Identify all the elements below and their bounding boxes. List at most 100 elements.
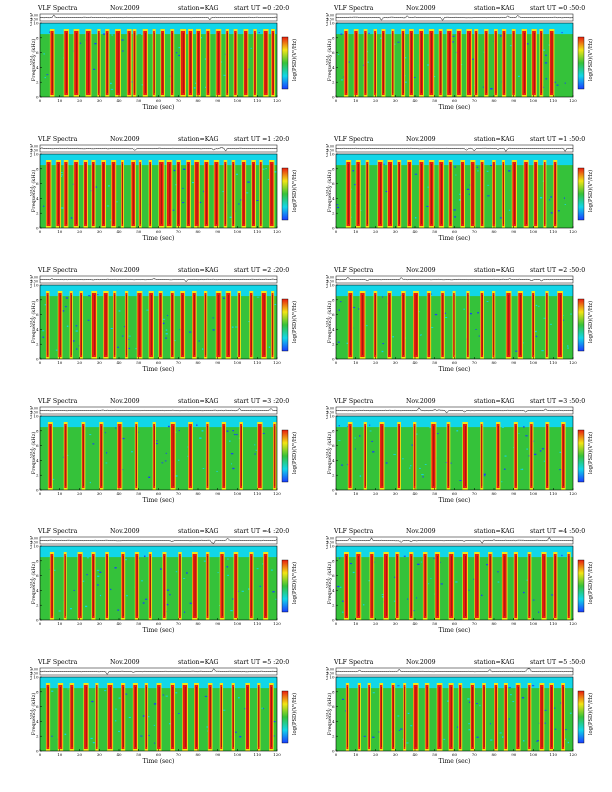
noise-speckle: [273, 735, 275, 737]
noise-speckle: [567, 347, 569, 349]
noise-speckle: [543, 317, 546, 319]
frequency-tick-label: 0: [36, 749, 39, 754]
noise-speckle: [397, 685, 400, 687]
sferic-burst-core: [133, 164, 134, 224]
time-tick-label: 70: [472, 229, 478, 234]
time-tick-label: 60: [452, 360, 458, 365]
sferic-burst-core: [431, 33, 432, 93]
noise-speckle: [430, 578, 432, 579]
noise-speckle: [407, 598, 409, 600]
noise-speckle: [118, 697, 121, 699]
time-tick-label: 80: [195, 752, 201, 757]
noise-speckle: [489, 723, 491, 725]
sferic-burst: [356, 162, 360, 226]
time-tick-label: 70: [176, 621, 182, 626]
noise-speckle: [430, 293, 433, 295]
noise-speckle: [110, 219, 112, 221]
noise-speckle: [427, 186, 429, 188]
channel-axis-label: ch1: [30, 709, 34, 719]
frequency-tick-label: 4: [332, 327, 335, 332]
time-tick-label: 10: [353, 491, 359, 496]
noise-speckle: [554, 728, 557, 730]
sferic-burst: [482, 685, 485, 749]
sferic-burst-core: [172, 33, 173, 93]
noise-speckle: [118, 310, 121, 312]
sferic-burst-core: [498, 426, 499, 486]
noise-speckle: [337, 206, 340, 209]
noise-speckle: [256, 200, 259, 201]
sferic-burst-core: [263, 295, 265, 355]
noise-speckle: [223, 297, 225, 299]
sferic-burst-core: [145, 33, 146, 93]
panel-start-time: start UT =1 :50:0: [530, 136, 586, 143]
noise-speckle: [477, 312, 480, 314]
noise-speckle: [254, 444, 256, 446]
sferic-burst-core: [546, 295, 548, 355]
sferic-burst-core: [345, 33, 347, 93]
noise-speckle: [275, 293, 277, 296]
colorbar-label: log(PSD)(V²/Hz): [587, 562, 594, 604]
time-tick-label: 100: [530, 621, 538, 626]
noise-speckle: [397, 715, 400, 717]
noise-speckle: [255, 449, 257, 451]
sferic-burst-core: [453, 295, 455, 355]
noise-speckle: [267, 178, 270, 180]
noise-speckle: [256, 568, 259, 570]
sferic-burst-core: [272, 295, 274, 355]
frequency-tick-label: 6: [332, 312, 335, 317]
frequency-tick-label: 10: [329, 414, 335, 419]
panel-start-time: start UT =3 :20:0: [234, 398, 290, 405]
sferic-burst-core: [529, 687, 530, 747]
upper-frequency-band: [40, 285, 277, 297]
sferic-burst-core: [254, 33, 256, 93]
sferic-burst-core: [451, 556, 452, 616]
sferic-burst-core: [390, 164, 391, 224]
frequency-tick-label: 4: [36, 196, 39, 201]
time-tick-label: 100: [234, 491, 242, 496]
sferic-burst-core: [235, 556, 237, 616]
noise-speckle: [235, 434, 238, 436]
panel-station: station=KAG: [178, 398, 219, 405]
noise-speckle: [561, 554, 563, 557]
noise-speckle: [206, 726, 209, 728]
sferic-burst-core: [106, 556, 108, 616]
time-tick-label: 40: [412, 621, 418, 626]
noise-speckle: [124, 558, 127, 561]
noise-speckle: [490, 739, 493, 741]
sferic-burst-core: [59, 295, 61, 355]
time-tick-label: 100: [530, 98, 538, 103]
noise-speckle: [397, 41, 400, 43]
noise-speckle: [259, 585, 262, 587]
noise-speckle: [175, 52, 178, 54]
frequency-tick-label: 6: [36, 443, 39, 448]
sferic-burst: [409, 554, 413, 618]
colorbar: [281, 298, 289, 352]
time-tick-label: 120: [569, 621, 577, 626]
sferic-burst: [234, 31, 237, 95]
time-tick-label: 90: [215, 229, 221, 234]
frequency-tick-label: 6: [332, 181, 335, 186]
spectrogram-panel: VLF Spectra Nov.2009 station=KAG start UT =…: [326, 398, 606, 523]
noise-speckle: [114, 567, 117, 569]
noise-speckle: [77, 425, 79, 427]
sferic-burst-core: [526, 164, 527, 224]
frequency-tick-label: 6: [36, 312, 39, 317]
panel-start-time: start UT =4 :20:0: [234, 528, 290, 535]
noise-speckle: [538, 611, 540, 613]
noise-speckle: [479, 704, 481, 707]
sferic-burst-core: [136, 426, 137, 486]
colorbar-label: log(PSD)(V²/Hz): [291, 693, 298, 735]
noise-speckle: [75, 330, 78, 332]
colorbar: [577, 690, 585, 744]
noise-speckle: [143, 555, 146, 557]
frequency-axis-label: Frequency (kHz): [30, 432, 37, 475]
waveform-axis-label: ch1(V): [30, 406, 34, 419]
noise-speckle: [124, 693, 128, 695]
sferic-burst: [91, 162, 95, 226]
time-axis-label: Time (sec): [439, 366, 471, 373]
sferic-burst-core: [535, 164, 537, 224]
noise-speckle: [232, 467, 235, 470]
noise-speckle: [141, 33, 143, 36]
sferic-burst-core: [504, 556, 506, 616]
